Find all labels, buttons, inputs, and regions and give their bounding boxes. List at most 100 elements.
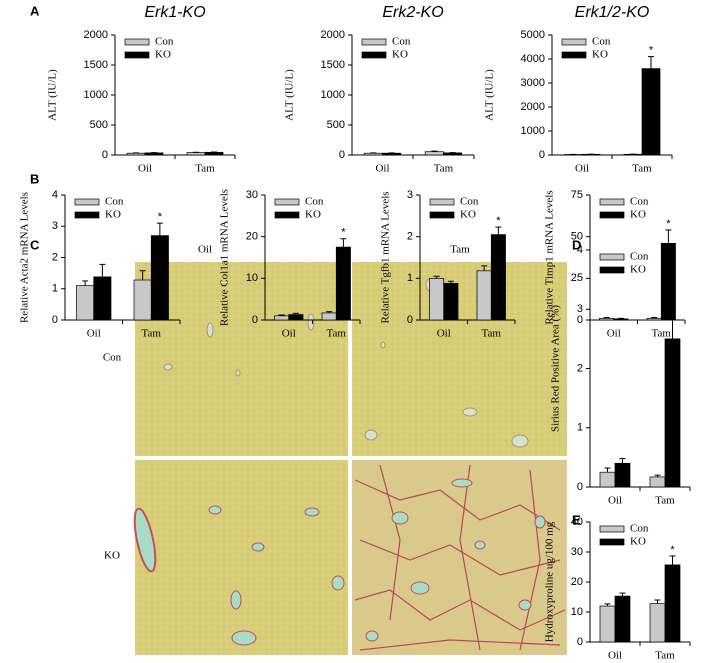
y-tick-label: 30 — [246, 189, 258, 201]
y-axis-label: Relative Col1a1 mRNA Levels — [219, 189, 231, 326]
micrograph — [133, 460, 348, 655]
bar — [599, 605, 616, 643]
y-tick-label: 0 — [577, 314, 583, 326]
legend-label: Con — [592, 36, 611, 48]
x-tick-label: Tam — [434, 163, 454, 175]
legend-swatch — [429, 198, 455, 206]
significance-marker: * — [649, 45, 654, 57]
y-tick-label: 2 — [577, 362, 583, 374]
significance-marker: * — [341, 227, 346, 239]
bar — [133, 279, 152, 321]
legend-swatch — [74, 211, 100, 219]
x-tick-label: Oil — [608, 650, 622, 662]
legend-label: Con — [630, 196, 649, 208]
legend-label: Con — [630, 523, 649, 535]
legend-label: Con — [392, 36, 411, 48]
legend-swatch — [599, 211, 625, 219]
legend-swatch — [74, 198, 100, 206]
panel-label: E — [572, 512, 581, 527]
y-axis-label: Sirius Red Positive Area (%) — [550, 305, 562, 432]
legend-swatch — [561, 38, 587, 46]
y-tick-label: 30 — [571, 546, 583, 558]
y-tick-label: 1000 — [84, 89, 108, 101]
y-tick-label: 500 — [90, 119, 108, 131]
y-tick-label: 3000 — [521, 77, 545, 89]
y-tick-label: 1000 — [521, 125, 545, 137]
bar — [288, 314, 304, 321]
significance-marker: * — [666, 218, 671, 230]
x-tick-label: Oil — [138, 163, 152, 175]
legend-swatch — [124, 38, 150, 46]
legend-swatch — [361, 51, 387, 59]
y-axis-label: Relative Tgfb1 mRNA Levels — [380, 191, 392, 323]
x-tick-label: Tam — [632, 163, 652, 175]
y-tick-label: 4000 — [521, 53, 545, 65]
x-tick-label: Oil — [437, 328, 451, 340]
bar — [623, 153, 643, 156]
bar — [614, 595, 631, 643]
y-tick-label: 0 — [577, 636, 583, 648]
chart-title: Erk1/2-KO — [575, 4, 650, 21]
bar — [382, 152, 402, 156]
bar — [646, 317, 662, 321]
bar — [76, 285, 95, 321]
legend-swatch — [599, 198, 625, 206]
y-tick-label: 20 — [246, 231, 258, 243]
significance-marker: * — [670, 306, 675, 318]
bar — [614, 462, 631, 488]
y-axis-label: Relative Timp1 mRNA Levels — [544, 190, 556, 324]
x-tick-label: Oil — [607, 328, 621, 340]
legend-swatch — [599, 538, 625, 546]
x-tick-label: Tam — [655, 495, 675, 507]
legend-swatch — [124, 51, 150, 59]
legend-label: Con — [460, 196, 479, 208]
y-tick-label: 3 — [577, 303, 583, 315]
bar — [204, 151, 224, 156]
micrograph — [352, 460, 567, 655]
legend-label: KO — [392, 49, 408, 61]
x-tick-label: Oil — [375, 163, 389, 175]
panel-label: A — [30, 3, 40, 18]
y-tick-label: 10 — [571, 606, 583, 618]
bar — [581, 153, 601, 156]
legend-label: Con — [155, 36, 174, 48]
panel-label: D — [572, 237, 581, 252]
y-tick-label: 4 — [52, 189, 58, 201]
x-tick-label: Oil — [575, 163, 589, 175]
x-tick-label: Tam — [652, 328, 672, 340]
bar — [126, 152, 146, 156]
legend-label: KO — [630, 209, 646, 221]
y-axis-label: Relative Acta2 mRNA Levels — [19, 192, 31, 323]
bar — [664, 564, 681, 643]
y-tick-label: 2000 — [521, 101, 545, 113]
y-tick-label: 0 — [52, 314, 58, 326]
bar — [599, 317, 615, 321]
bar — [443, 152, 463, 156]
bar — [274, 315, 290, 321]
x-tick-label: Tam — [482, 328, 502, 340]
x-tick-label: Tam — [655, 650, 675, 662]
chart-title: Erk1-KO — [144, 4, 205, 21]
y-tick-label: 2 — [52, 251, 58, 263]
panel-label: B — [30, 171, 39, 186]
panel-label: C — [30, 237, 40, 252]
significance-marker: * — [496, 215, 501, 227]
legend-swatch — [599, 525, 625, 533]
y-tick-label: 75 — [571, 189, 583, 201]
significance-marker: * — [670, 544, 675, 556]
legend-label: KO — [630, 536, 646, 548]
bar — [649, 476, 666, 488]
significance-marker: * — [158, 211, 163, 223]
legend-swatch — [561, 51, 587, 59]
y-tick-label: 0 — [339, 149, 345, 161]
y-tick-label: 0 — [102, 149, 108, 161]
y-tick-label: 1 — [52, 283, 58, 295]
y-tick-label: 0 — [407, 314, 413, 326]
bar — [613, 318, 629, 321]
x-tick-label: Tam — [142, 328, 162, 340]
legend-swatch — [274, 211, 300, 219]
row-label: KO — [104, 550, 120, 562]
legend-label: KO — [155, 49, 171, 61]
bar — [93, 276, 112, 321]
x-tick-label: Oil — [87, 328, 101, 340]
